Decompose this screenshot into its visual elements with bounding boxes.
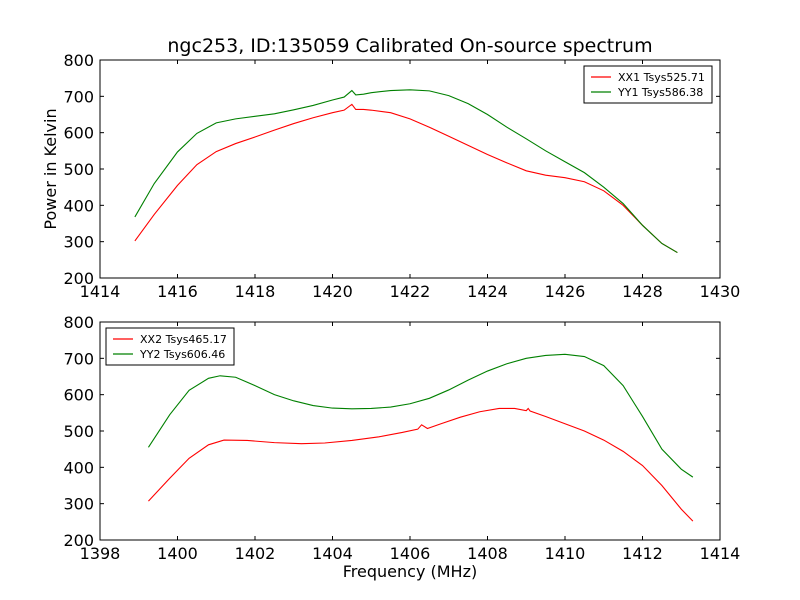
legend-box (105, 327, 235, 366)
chart-panel-2: 1398 1400 1402 1404 1406 1408 1410 1412 1414 200 3… (63, 313, 740, 581)
y-tick-label: 800 (63, 51, 94, 70)
y-tick-label: 300 (63, 495, 94, 514)
legend: XX2 Tsys465.17 YY2 Tsys606.46 (105, 327, 235, 366)
legend-label-2: YY1 Tsys586.38 (617, 86, 703, 99)
legend: XX1 Tsys525.71 YY1 Tsys586.38 (583, 65, 713, 104)
y-tick-label: 300 (63, 233, 94, 252)
y-tick-label: 600 (63, 386, 94, 405)
y-tick-label: 200 (63, 531, 94, 550)
legend-label-1: XX1 Tsys525.71 (618, 71, 705, 84)
x-tick-label: 1404 (312, 544, 353, 563)
x-tick-label: 1402 (235, 544, 276, 563)
series-line-2 (147, 353, 694, 478)
y-tick-label: 800 (63, 313, 94, 332)
x-tick-label: 1410 (545, 544, 586, 563)
chart-title: ngc253, ID:135059 Calibrated On-source s… (167, 35, 652, 57)
x-tick-label: 1428 (622, 282, 663, 301)
y-tick-label: 500 (63, 422, 94, 441)
x-tick-label: 1426 (545, 282, 586, 301)
x-axis-label: Frequency (MHz) (343, 562, 477, 581)
y-axis-label: Power in Kelvin (41, 108, 60, 229)
y-tick-label: 400 (63, 196, 94, 215)
series-line-2 (134, 89, 678, 254)
x-tick-label: 1420 (312, 282, 353, 301)
x-tick-label: 1424 (467, 282, 508, 301)
legend-label-1: XX2 Tsys465.17 (140, 333, 227, 346)
series-line-1 (134, 103, 678, 254)
x-tick-label: 1412 (622, 544, 663, 563)
y-tick-label: 700 (63, 349, 94, 368)
y-tick-label: 400 (63, 458, 94, 477)
x-tick-label: 1414 (80, 282, 121, 301)
y-tick-label: 200 (63, 269, 94, 288)
series-line-1 (148, 407, 694, 522)
legend-label-2: YY2 Tsys606.46 (139, 348, 225, 361)
x-tick-label: 1406 (390, 544, 431, 563)
x-tick-label: 1398 (80, 544, 121, 563)
x-tick-label: 1400 (157, 544, 198, 563)
y-tick-label: 700 (63, 87, 94, 106)
x-tick-label: 1414 (700, 544, 741, 563)
x-tick-label: 1408 (467, 544, 508, 563)
legend-box (583, 65, 713, 104)
x-tick-label: 1416 (157, 282, 198, 301)
x-tick-label: 1418 (235, 282, 276, 301)
chart-panel-1: 1414 1416 1418 1420 1422 1424 1426 1428 1430 200 3… (41, 35, 740, 301)
y-tick-label: 500 (63, 160, 94, 179)
x-tick-label: 1430 (700, 282, 741, 301)
y-tick-label: 600 (63, 124, 94, 143)
x-tick-label: 1422 (390, 282, 431, 301)
